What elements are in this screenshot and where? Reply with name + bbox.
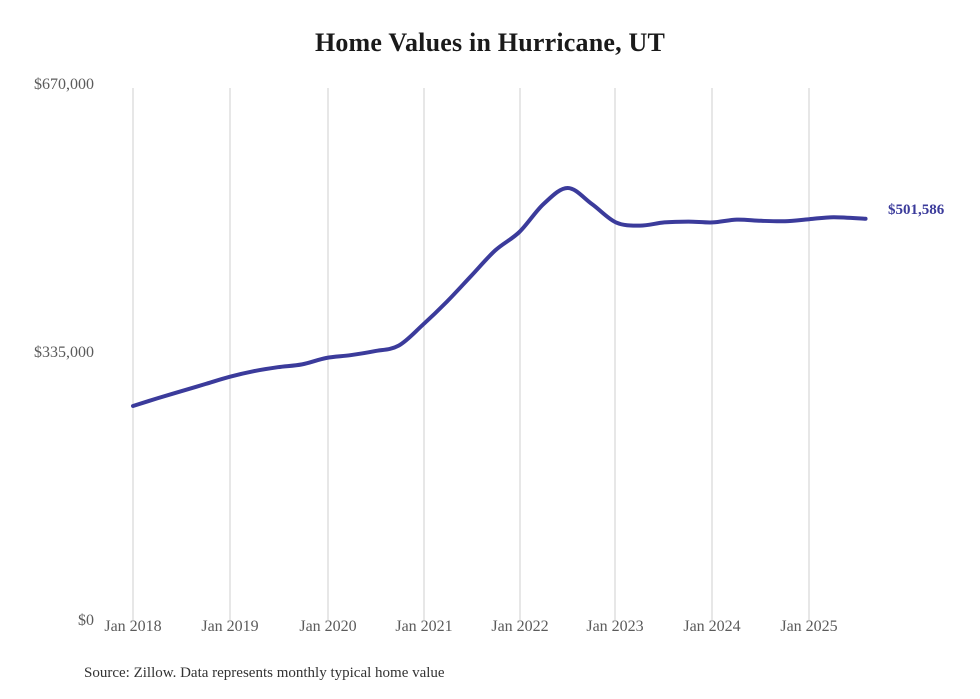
x-axis-tick-jan-2023: Jan 2023 xyxy=(586,618,644,635)
x-axis-tick-jan-2022: Jan 2022 xyxy=(491,618,549,635)
x-axis-tick-jan-2024: Jan 2024 xyxy=(683,618,741,635)
home-value-line xyxy=(131,186,868,408)
source-footnote: Source: Zillow. Data represents monthly … xyxy=(84,665,445,681)
x-axis-tick-jan-2025: Jan 2025 xyxy=(780,618,838,635)
y-axis-tick-top: $670,000 xyxy=(34,76,94,93)
gridline-group xyxy=(132,88,810,620)
y-axis-tick-zero: $0 xyxy=(78,612,94,629)
x-axis-tick-jan-2021: Jan 2021 xyxy=(395,618,453,635)
x-axis-tick-jan-2018: Jan 2018 xyxy=(104,618,162,635)
x-axis-tick-jan-2019: Jan 2019 xyxy=(201,618,259,635)
page-title: Home Values in Hurricane, UT xyxy=(314,28,666,57)
x-axis-tick-jan-2020: Jan 2020 xyxy=(299,618,357,635)
y-axis-tick-mid: $335,000 xyxy=(34,344,94,361)
end-value-label: $501,586 xyxy=(888,202,945,218)
